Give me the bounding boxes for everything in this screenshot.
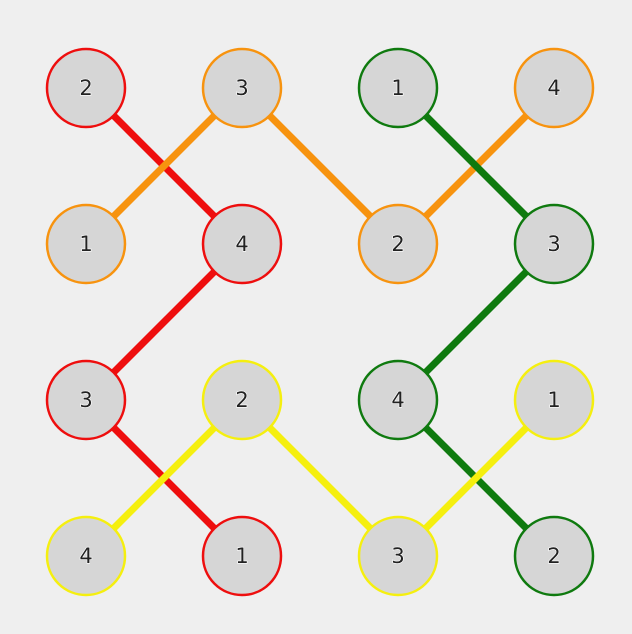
node-number: 4 xyxy=(547,76,560,100)
red-node-circle[interactable] xyxy=(201,515,283,597)
node-number: 4 xyxy=(391,388,404,412)
orange-node-circle[interactable] xyxy=(357,203,439,285)
node-number: 3 xyxy=(79,388,92,412)
node-r0-c1[interactable]: 3 xyxy=(201,47,283,129)
node-r3-c2[interactable]: 3 xyxy=(357,515,439,597)
green-node-circle[interactable] xyxy=(357,359,439,441)
node-number: 1 xyxy=(79,232,92,256)
node-r1-c2[interactable]: 2 xyxy=(357,203,439,285)
node-r0-c3[interactable]: 4 xyxy=(513,47,595,129)
node-number: 1 xyxy=(235,544,248,568)
green-node-circle[interactable] xyxy=(357,47,439,129)
green-node-circle[interactable] xyxy=(513,515,595,597)
node-number: 2 xyxy=(391,232,404,256)
node-r3-c1[interactable]: 1 xyxy=(201,515,283,597)
node-r1-c3[interactable]: 3 xyxy=(513,203,595,285)
orange-node-circle[interactable] xyxy=(201,47,283,129)
node-number: 4 xyxy=(79,544,92,568)
node-r2-c2[interactable]: 4 xyxy=(357,359,439,441)
node-r0-c0[interactable]: 2 xyxy=(45,47,127,129)
node-number: 4 xyxy=(235,232,248,256)
red-node-circle[interactable] xyxy=(201,203,283,285)
node-number: 2 xyxy=(235,388,248,412)
number-nodes: 2 3 1 4 1 4 2 3 3 2 4 1 4 1 3 2 xyxy=(45,47,595,597)
yellow-node-circle[interactable] xyxy=(513,359,595,441)
node-number: 1 xyxy=(391,76,404,100)
node-r1-c1[interactable]: 4 xyxy=(201,203,283,285)
node-number: 1 xyxy=(547,388,560,412)
node-number: 3 xyxy=(235,76,248,100)
orange-node-circle[interactable] xyxy=(45,203,127,285)
node-r1-c0[interactable]: 1 xyxy=(45,203,127,285)
node-r3-c0[interactable]: 4 xyxy=(45,515,127,597)
node-number: 3 xyxy=(391,544,404,568)
node-number: 3 xyxy=(547,232,560,256)
node-r2-c0[interactable]: 3 xyxy=(45,359,127,441)
node-r2-c1[interactable]: 2 xyxy=(201,359,283,441)
red-node-circle[interactable] xyxy=(45,359,127,441)
red-node-circle[interactable] xyxy=(45,47,127,129)
node-r0-c2[interactable]: 1 xyxy=(357,47,439,129)
node-r3-c3[interactable]: 2 xyxy=(513,515,595,597)
green-node-circle[interactable] xyxy=(513,203,595,285)
node-number: 2 xyxy=(547,544,560,568)
node-r2-c3[interactable]: 1 xyxy=(513,359,595,441)
orange-node-circle[interactable] xyxy=(513,47,595,129)
node-number: 2 xyxy=(79,76,92,100)
yellow-node-circle[interactable] xyxy=(357,515,439,597)
yellow-node-circle[interactable] xyxy=(45,515,127,597)
yellow-node-circle[interactable] xyxy=(201,359,283,441)
